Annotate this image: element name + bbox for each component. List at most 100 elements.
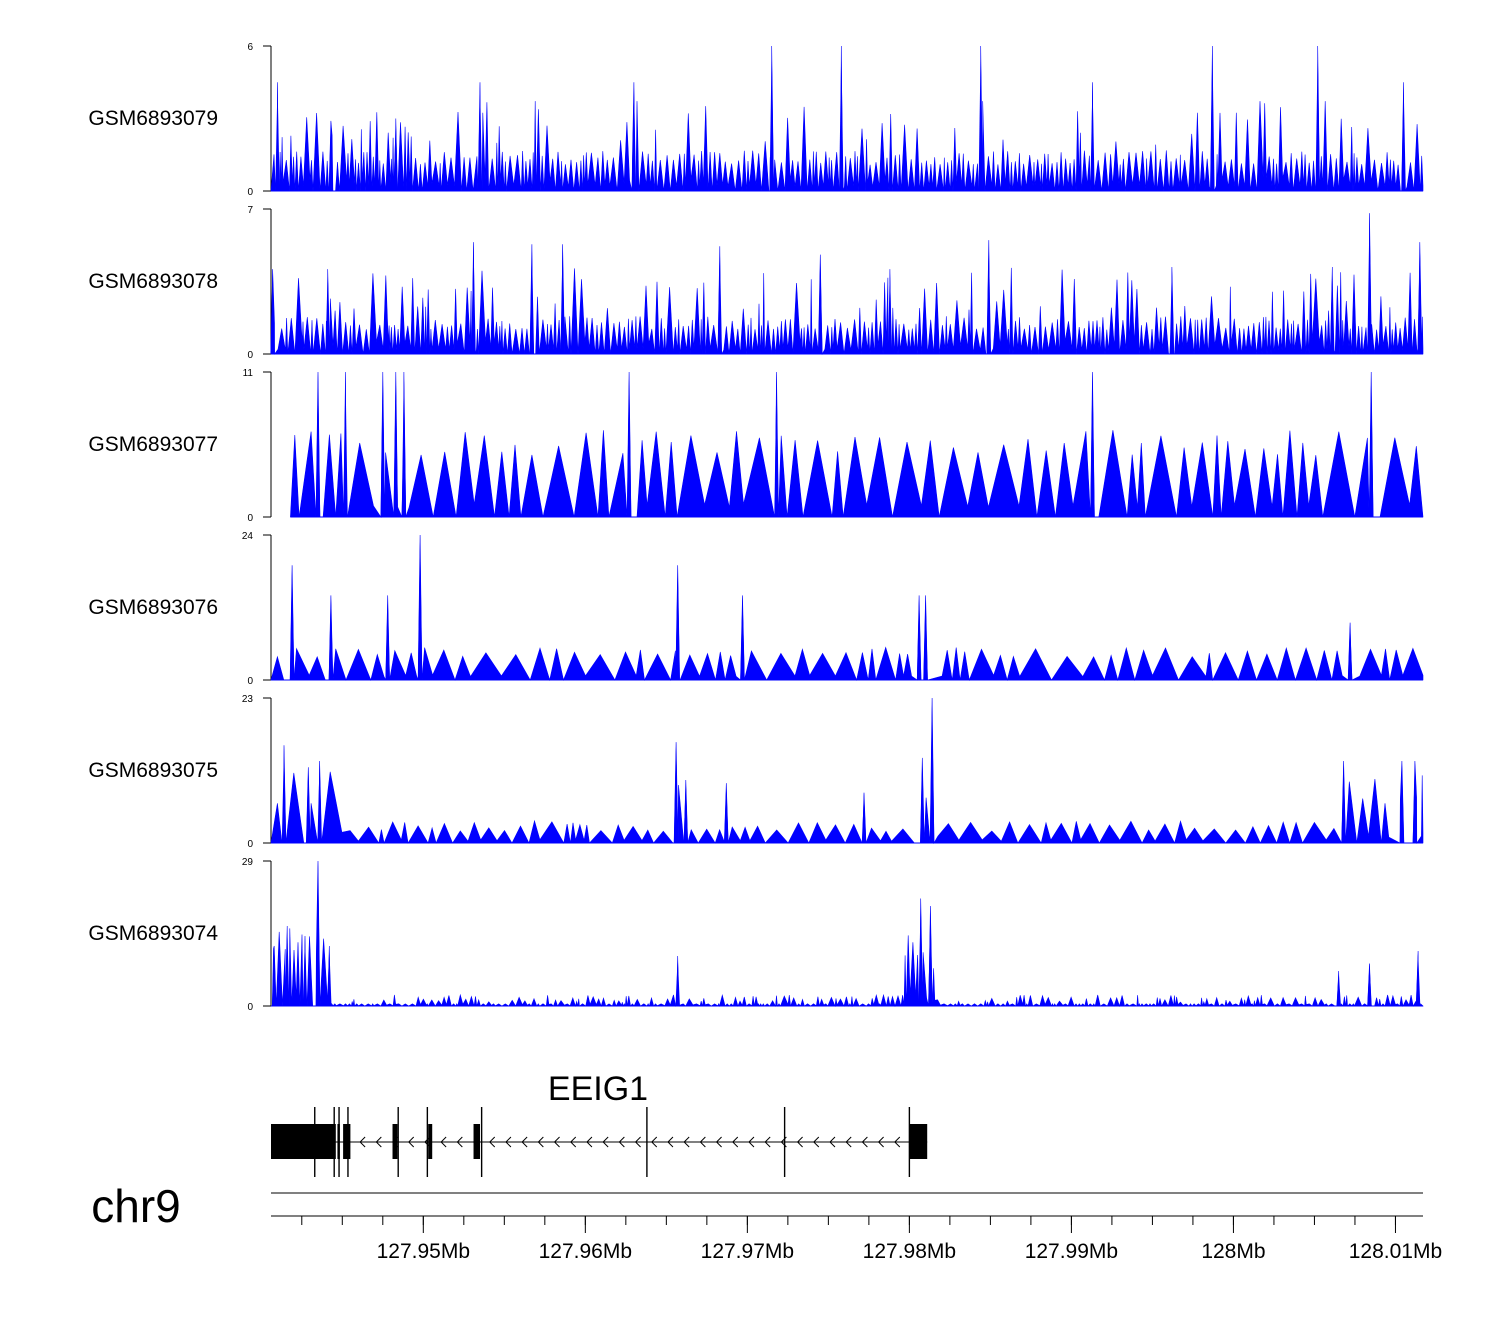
strand-arrow	[796, 1136, 803, 1148]
coverage-area	[270, 45, 1424, 192]
peak-mark	[289, 565, 295, 680]
y-tick-label-min: 0	[247, 839, 253, 850]
peak-mark	[1341, 761, 1346, 843]
strand-arrow	[537, 1136, 544, 1148]
peak-mark	[393, 118, 398, 191]
strand-arrow	[877, 1136, 884, 1148]
track-GSM6893078: GSM6893078 7 0	[88, 205, 1424, 361]
peak-mark	[315, 861, 321, 1006]
strand-arrow	[748, 1136, 755, 1148]
peak-mark	[1347, 622, 1353, 680]
track-GSM6893079: GSM6893079 6 0	[88, 42, 1424, 198]
strand-arrow	[651, 1136, 658, 1148]
strand-arrow	[667, 1136, 674, 1148]
peak-mark	[417, 535, 423, 680]
y-tick-label-max: 6	[247, 42, 253, 53]
exon-block	[428, 1124, 433, 1159]
strand-arrow	[829, 1136, 836, 1148]
peak-mark	[1210, 46, 1215, 191]
chromosome-label: chr9	[91, 1180, 180, 1232]
strand-arrow	[586, 1136, 593, 1148]
peak-mark	[302, 936, 308, 1006]
peak-mark	[275, 82, 280, 191]
genome-axis: chr9 127.95Mb 127.96Mb 127.97Mb 127.98Mb 127.…	[91, 1180, 1442, 1263]
exon-block	[473, 1124, 481, 1159]
gene-symbol-label: EEIG1	[548, 1070, 648, 1108]
peak-mark	[560, 244, 565, 354]
peak-mark	[1169, 267, 1175, 354]
axis-tick-label: 127.95Mb	[377, 1240, 470, 1263]
peak-mark	[343, 372, 348, 517]
exon-block	[392, 1124, 398, 1159]
peak-mark	[380, 372, 385, 517]
peak-mark	[1090, 372, 1095, 517]
y-tick-label-max: 23	[242, 694, 254, 705]
exon-block	[271, 1124, 336, 1159]
strand-arrow	[764, 1136, 771, 1148]
coverage-area	[290, 371, 1424, 518]
coverage-area	[270, 213, 1424, 356]
track-name-label: GSM6893079	[88, 107, 218, 130]
strand-arrow	[894, 1136, 901, 1148]
peak-mark	[769, 46, 774, 191]
peak-mark	[928, 906, 933, 1006]
y-tick-label-max: 29	[242, 857, 254, 868]
peak-mark	[315, 372, 321, 517]
peak-mark	[1415, 951, 1421, 1006]
peak-mark	[393, 372, 398, 517]
y-tick-label-min: 0	[247, 350, 253, 361]
peak-mark	[978, 46, 983, 191]
strand-arrow	[618, 1136, 625, 1148]
peak-mark	[385, 595, 390, 680]
peak-mark	[923, 595, 928, 680]
peak-mark	[717, 246, 722, 354]
peak-mark	[1330, 267, 1335, 354]
peak-mark	[529, 244, 535, 354]
strand-arrow	[521, 1136, 528, 1148]
peak-mark	[916, 595, 922, 680]
coverage-area	[270, 697, 1424, 845]
peak-mark	[631, 82, 637, 191]
peak-mark	[328, 120, 334, 191]
strand-arrow	[602, 1136, 609, 1148]
track-name-label: GSM6893074	[88, 922, 218, 945]
peak-mark	[1399, 761, 1405, 843]
peak-mark	[839, 46, 844, 191]
peak-mark	[675, 956, 680, 1006]
axis-tick-label: 127.98Mb	[863, 1240, 956, 1263]
strand-arrow	[861, 1136, 868, 1148]
peak-mark	[724, 783, 729, 843]
strand-arrow	[505, 1136, 512, 1148]
peak-mark	[1367, 213, 1372, 354]
track-name-label: GSM6893078	[88, 270, 218, 293]
strand-arrow	[553, 1136, 560, 1148]
peak-mark	[1315, 46, 1320, 191]
strand-arrow	[699, 1136, 706, 1148]
signal-tracks: GSM689307960GSM689307870GSM6893077110GSM…	[88, 42, 1424, 1013]
peak-mark	[281, 745, 287, 843]
peak-mark	[675, 565, 680, 680]
peak-mark	[317, 761, 322, 843]
strand-arrow	[845, 1136, 852, 1148]
axis-tick-label: 128Mb	[1201, 1240, 1265, 1263]
track-GSM6893075: GSM6893075 23 0	[88, 694, 1424, 850]
strand-arrow	[456, 1136, 463, 1148]
peak-mark	[328, 595, 334, 680]
peak-mark	[1336, 971, 1341, 1006]
axis-tick-label: 127.99Mb	[1025, 1240, 1118, 1263]
peak-mark	[1401, 82, 1406, 191]
strand-arrow	[715, 1136, 722, 1148]
peak-mark	[1417, 242, 1422, 354]
y-tick-label-min: 0	[247, 187, 253, 198]
strand-arrow	[570, 1136, 577, 1148]
peak-mark	[1367, 963, 1372, 1006]
y-tick-label-max: 7	[247, 205, 253, 216]
peak-mark	[861, 792, 867, 843]
peak-mark	[285, 926, 290, 1006]
track-name-label: GSM6893075	[88, 759, 218, 782]
peak-mark	[740, 595, 745, 680]
track-GSM6893076: GSM6893076 24 0	[88, 531, 1424, 687]
axis-tick-label: 127.96Mb	[539, 1240, 632, 1263]
y-tick-label-max: 11	[243, 368, 254, 379]
